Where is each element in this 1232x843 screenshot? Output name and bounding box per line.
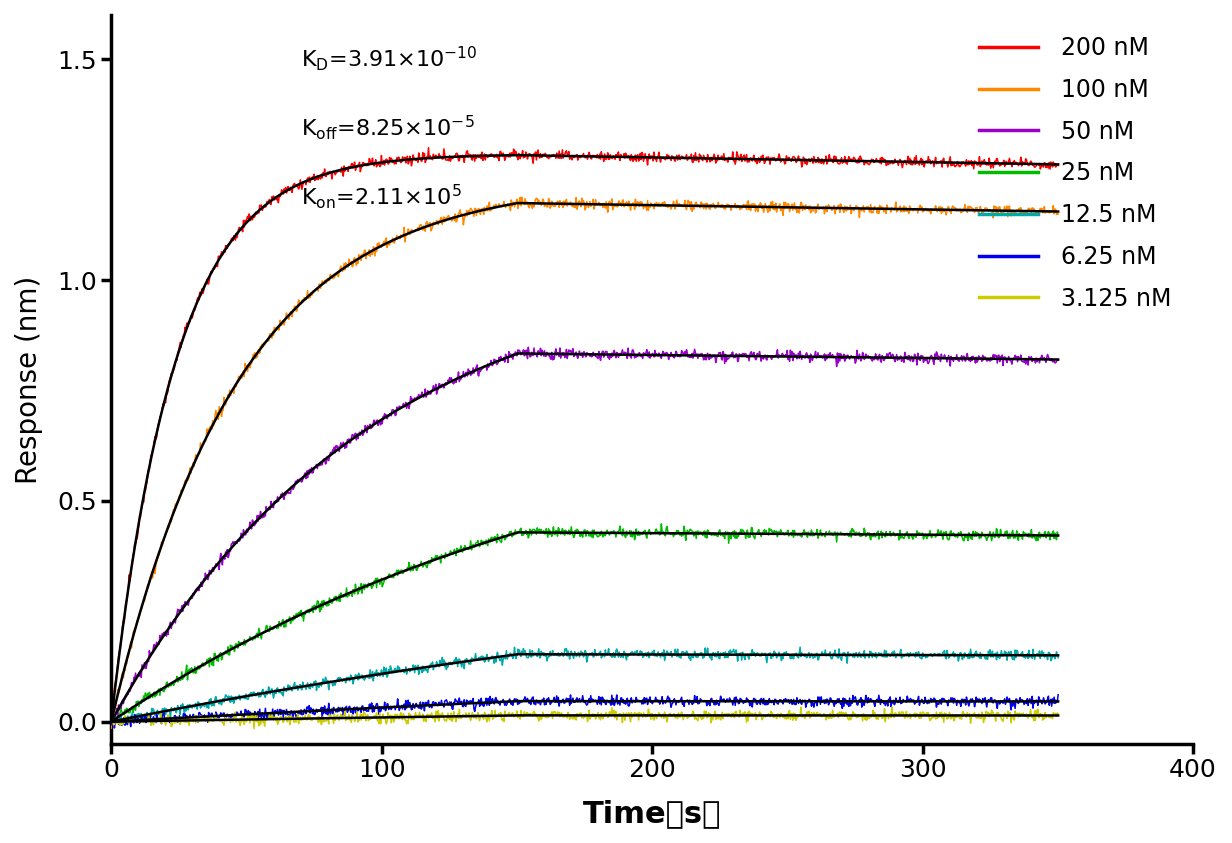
- Legend: 200 nM, 100 nM, 50 nM, 25 nM, 12.5 nM, 6.25 nM, 3.125 nM: 200 nM, 100 nM, 50 nM, 25 nM, 12.5 nM, 6…: [970, 27, 1181, 320]
- Text: K$_\mathrm{on}$=2.11×10$^5$: K$_\mathrm{on}$=2.11×10$^5$: [301, 183, 461, 212]
- Text: K$_\mathrm{D}$=3.91×10$^{-10}$: K$_\mathrm{D}$=3.91×10$^{-10}$: [301, 44, 477, 73]
- X-axis label: Time（s）: Time（s）: [583, 799, 722, 828]
- Text: K$_\mathrm{off}$=8.25×10$^{-5}$: K$_\mathrm{off}$=8.25×10$^{-5}$: [301, 113, 474, 142]
- Y-axis label: Response (nm): Response (nm): [15, 276, 43, 484]
